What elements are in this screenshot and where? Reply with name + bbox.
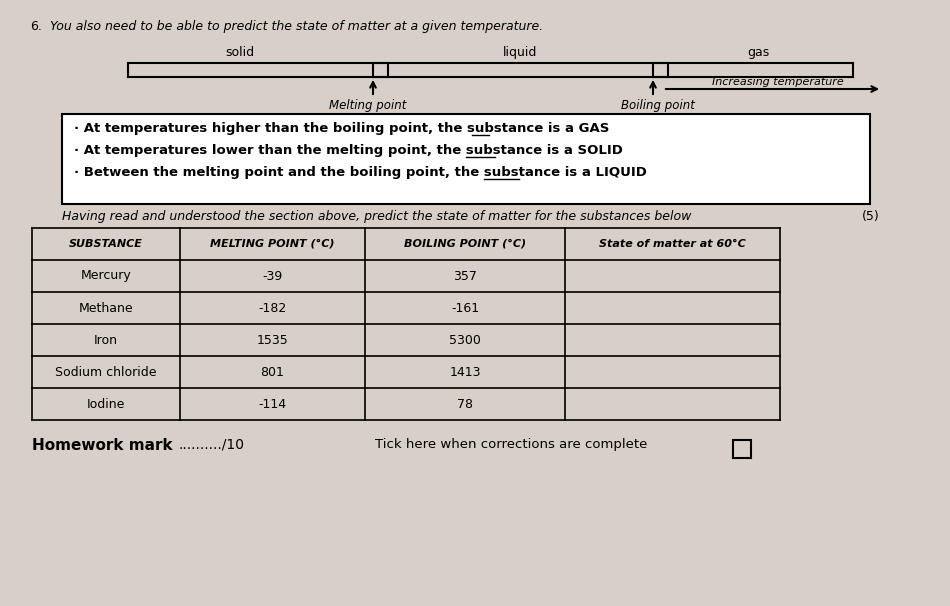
- Text: -39: -39: [262, 270, 283, 282]
- Bar: [733, 440, 751, 458]
- Text: · Between the melting point and the boiling point, the substance is a LIQUID: · Between the melting point and the boil…: [74, 166, 647, 179]
- Text: Melting point: Melting point: [330, 99, 407, 112]
- Text: 357: 357: [453, 270, 477, 282]
- Text: You also need to be able to predict the state of matter at a given temperature.: You also need to be able to predict the …: [50, 20, 543, 33]
- Text: BOILING POINT (°C): BOILING POINT (°C): [404, 239, 526, 249]
- Text: 1413: 1413: [449, 365, 481, 379]
- Text: -182: -182: [258, 302, 287, 315]
- Text: gas: gas: [747, 46, 770, 59]
- Text: (5): (5): [862, 210, 880, 223]
- Text: -161: -161: [451, 302, 479, 315]
- Text: · At temperatures lower than the melting point, the substance is a SOLID: · At temperatures lower than the melting…: [74, 144, 623, 157]
- Text: 6.: 6.: [30, 20, 42, 33]
- Text: solid: solid: [225, 46, 255, 59]
- Text: 5300: 5300: [449, 333, 481, 347]
- Text: Sodium chloride: Sodium chloride: [55, 365, 157, 379]
- Text: MELTING POINT (°C): MELTING POINT (°C): [210, 239, 334, 249]
- Text: State of matter at 60°C: State of matter at 60°C: [599, 239, 746, 249]
- Text: 78: 78: [457, 398, 473, 410]
- Text: liquid: liquid: [504, 46, 538, 59]
- Text: Iron: Iron: [94, 333, 118, 347]
- Text: Tick here when corrections are complete: Tick here when corrections are complete: [375, 438, 647, 451]
- Text: Methane: Methane: [79, 302, 133, 315]
- Text: SUBSTANCE: SUBSTANCE: [69, 239, 142, 249]
- Text: Boiling point: Boiling point: [621, 99, 695, 112]
- Text: Iodine: Iodine: [86, 398, 125, 410]
- Text: 801: 801: [260, 365, 284, 379]
- Text: Homework mark: Homework mark: [32, 438, 173, 453]
- Text: Mercury: Mercury: [81, 270, 131, 282]
- Bar: [62, 114, 870, 204]
- Text: 1535: 1535: [256, 333, 289, 347]
- Text: Increasing temperature: Increasing temperature: [712, 77, 844, 87]
- Text: -114: -114: [258, 398, 287, 410]
- Text: ........../10: ........../10: [178, 438, 244, 452]
- Text: Having read and understood the section above, predict the state of matter for th: Having read and understood the section a…: [62, 210, 692, 223]
- Text: · At temperatures higher than the boiling point, the substance is a GAS: · At temperatures higher than the boilin…: [74, 122, 609, 135]
